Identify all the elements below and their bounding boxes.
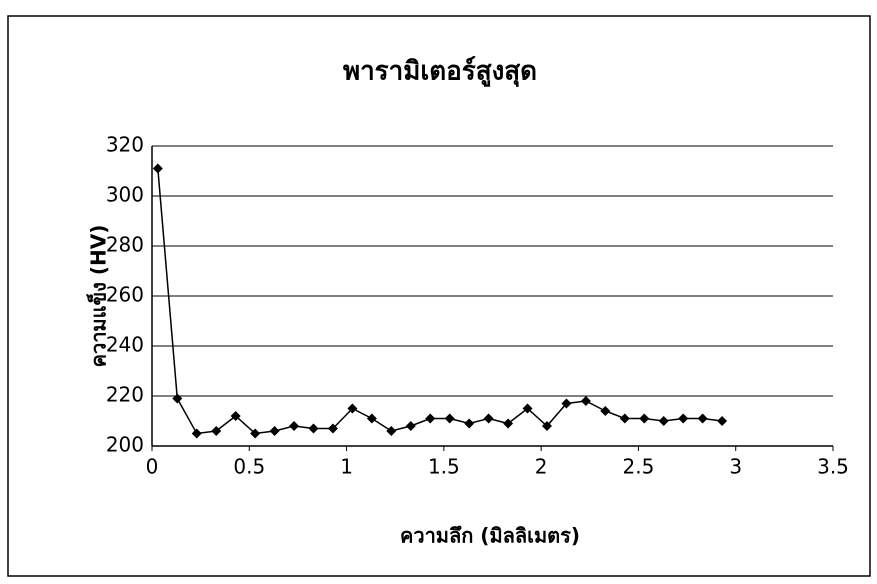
data-point [172,393,183,404]
x-tick-label: 2.5 [623,455,655,479]
data-point [444,413,455,424]
data-point [541,421,552,431]
data-point [580,396,591,406]
x-tick-label: 0 [146,455,159,479]
y-tick-label: 280 [106,233,144,257]
data-point [289,421,300,431]
data-point [211,426,222,436]
data-point [658,416,669,426]
y-tick-label: 220 [106,383,144,407]
data-point [697,413,708,424]
data-point [269,426,280,436]
x-tick-label: 0.5 [233,455,265,479]
x-tick-label: 1.5 [428,455,460,479]
data-point [522,403,533,414]
data-point [600,406,611,416]
data-point [327,423,338,434]
x-tick-label: 3.5 [817,455,849,479]
chart-title: พารามิเตอร์สูงสุด [343,56,537,88]
x-axis-label: ความลึก (มิลลิเมตร) [400,524,580,548]
data-point [250,428,261,439]
x-tick-label: 3 [729,455,742,479]
y-tick-label: 260 [106,283,144,307]
data-point [503,418,514,429]
y-tick-label: 200 [106,433,144,457]
data-point [386,426,397,436]
y-axis-label: ความแข็ง (HV) [86,225,111,368]
data-point [425,413,436,424]
y-tick-label: 320 [106,133,144,157]
y-tick-label: 240 [106,333,144,357]
data-point [366,413,377,424]
data-point [678,413,689,424]
data-point [561,398,572,409]
data-point [152,163,163,174]
data-point [230,411,241,421]
data-point [191,428,202,439]
data-point [308,423,319,434]
y-tick-label: 300 [106,183,144,207]
data-point [717,416,728,426]
data-point [619,413,630,424]
data-point [483,413,494,424]
x-tick-label: 1 [340,455,353,479]
x-tick-label: 2 [535,455,548,479]
data-point [347,403,358,414]
data-point [639,413,650,424]
data-point [464,418,475,429]
data-point [405,421,416,431]
